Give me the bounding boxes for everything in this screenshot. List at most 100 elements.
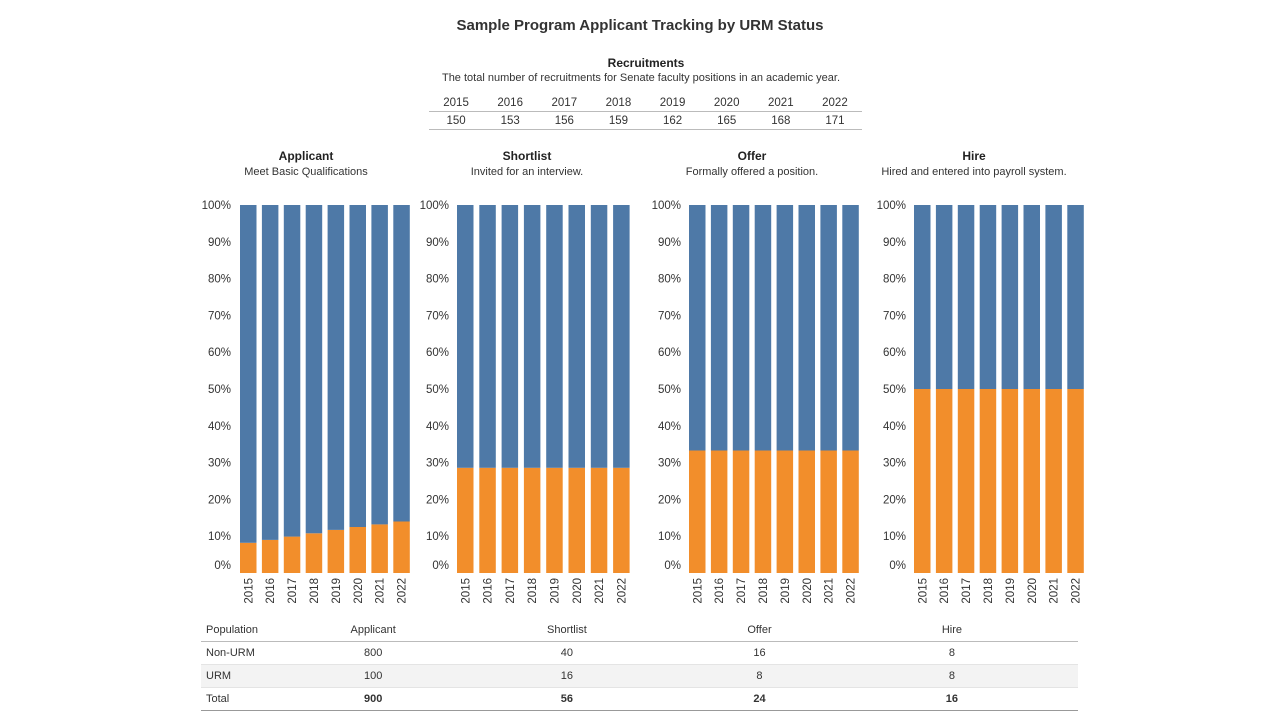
y-tick-label: 10% [208, 531, 231, 543]
table-cell: 40 [440, 641, 694, 665]
recruitments-value: 156 [537, 111, 592, 130]
bar-urm-2021 [1045, 389, 1062, 573]
bar-non-urm-2021 [371, 205, 388, 525]
bar-non-urm-2017 [283, 205, 301, 537]
x-tick-label: 2015 [692, 578, 704, 604]
bar-urm-2021 [590, 467, 608, 573]
recruitments-year: 2015 [429, 94, 484, 112]
y-tick-label: 100% [420, 200, 449, 212]
y-tick-label: 70% [658, 310, 681, 322]
bar-non-urm-2020 [349, 205, 366, 527]
bar-non-urm-2017 [732, 205, 750, 451]
row-label: URM [201, 664, 306, 688]
recruitments-year: 2022 [807, 94, 862, 112]
bar-urm-2015 [914, 389, 931, 573]
recruitments-subtitle: The total number of recruitments for Sen… [441, 72, 841, 84]
bar-non-urm-2019 [1001, 205, 1019, 389]
y-tick-label: 70% [883, 310, 906, 322]
table-cell: 16 [693, 641, 826, 665]
panel-subtitle: Invited for an interview. [470, 166, 584, 178]
table-cell: 900 [305, 687, 441, 711]
y-tick-label: 80% [208, 274, 231, 286]
bar-non-urm-2017 [957, 205, 975, 389]
y-tick-label: 10% [883, 531, 906, 543]
bar-urm-2022 [393, 521, 410, 573]
y-tick-label: 90% [658, 237, 681, 249]
y-tick-label: 0% [432, 560, 449, 572]
y-tick-label: 50% [208, 384, 231, 396]
y-tick-label: 30% [426, 458, 449, 470]
table-row: Non-URM 800 40 16 8 [201, 641, 1078, 665]
panel-subtitle: Meet Basic Qualifications [244, 166, 368, 178]
recruitments-value: 153 [483, 111, 538, 130]
bar-non-urm-2022 [842, 205, 859, 451]
bar-urm-2022 [613, 467, 630, 573]
row-label: Non-URM [201, 641, 306, 665]
x-tick-label: 2017 [736, 578, 748, 604]
x-tick-label: 2015 [243, 578, 255, 604]
bar-urm-2015 [457, 467, 474, 573]
y-tick-label: 90% [426, 237, 449, 249]
bar-non-urm-2018 [305, 205, 323, 534]
panel-header-hire: Hire Hired and entered into payroll syst… [858, 149, 1090, 178]
y-tick-label: 100% [202, 200, 231, 212]
x-tick-label: 2016 [939, 578, 951, 604]
table-row: URM 100 16 8 8 [201, 664, 1078, 688]
panel-subtitle: Formally offered a position. [685, 166, 819, 178]
page-title: Sample Program Applicant Tracking by URM… [456, 17, 824, 34]
table-row-total: Total 900 56 24 16 [201, 687, 1078, 711]
bar-non-urm-2021 [820, 205, 837, 451]
panel-header-offer: Offer Formally offered a position. [642, 149, 862, 178]
recruitments-value: 171 [807, 111, 862, 130]
recruitments-value: 159 [591, 111, 646, 130]
x-tick-label: 2021 [1049, 578, 1061, 604]
panel-header-applicant: Applicant Meet Basic Qualifications [196, 149, 416, 178]
table-cell: 16 [440, 664, 694, 688]
bar-non-urm-2015 [914, 205, 931, 389]
x-tick-label: 2020 [1027, 578, 1039, 604]
bar-non-urm-2016 [261, 205, 279, 540]
y-tick-label: 30% [208, 458, 231, 470]
y-tick-label: 0% [214, 560, 231, 572]
y-tick-label: 100% [652, 200, 681, 212]
x-tick-label: 2020 [802, 578, 814, 604]
recruitments-value: 150 [429, 111, 484, 130]
table-cell: 100 [305, 664, 441, 688]
x-tick-label: 2022 [616, 578, 628, 604]
x-tick-label: 2021 [824, 578, 836, 604]
y-tick-label: 90% [883, 237, 906, 249]
y-tick-label: 60% [208, 347, 231, 359]
y-tick-label: 20% [208, 494, 231, 506]
bar-urm-2018 [754, 450, 772, 573]
column-header: Hire [825, 619, 1078, 642]
table-cell: 800 [305, 641, 441, 665]
recruitments-year: 2018 [591, 94, 646, 112]
bar-non-urm-2020 [1023, 205, 1040, 389]
bar-non-urm-2015 [457, 205, 474, 468]
recruitments-year: 2016 [483, 94, 538, 112]
y-tick-label: 80% [426, 274, 449, 286]
bar-non-urm-2017 [501, 205, 519, 468]
x-tick-label: 2019 [331, 578, 343, 604]
bar-urm-2016 [710, 450, 728, 573]
population-header-row: Population Applicant Shortlist Offer Hir… [201, 619, 1078, 642]
x-tick-label: 2019 [780, 578, 792, 604]
recruitments-value: 168 [753, 111, 808, 130]
row-label: Total [201, 687, 306, 711]
bar-non-urm-2018 [754, 205, 772, 451]
bar-non-urm-2016 [479, 205, 496, 468]
panel-title: Offer [737, 149, 767, 163]
x-tick-label: 2020 [353, 578, 365, 604]
x-tick-label: 2015 [460, 578, 472, 604]
bar-non-urm-2022 [1067, 205, 1084, 389]
x-tick-label: 2022 [397, 578, 409, 604]
y-tick-label: 40% [883, 421, 906, 433]
bar-urm-2017 [501, 467, 519, 573]
recruitments-year: 2020 [699, 94, 754, 112]
bar-urm-2021 [371, 524, 388, 573]
x-tick-label: 2018 [758, 578, 770, 604]
x-tick-label: 2017 [287, 578, 299, 604]
panel-title: Shortlist [502, 149, 552, 163]
bar-non-urm-2021 [590, 205, 608, 468]
